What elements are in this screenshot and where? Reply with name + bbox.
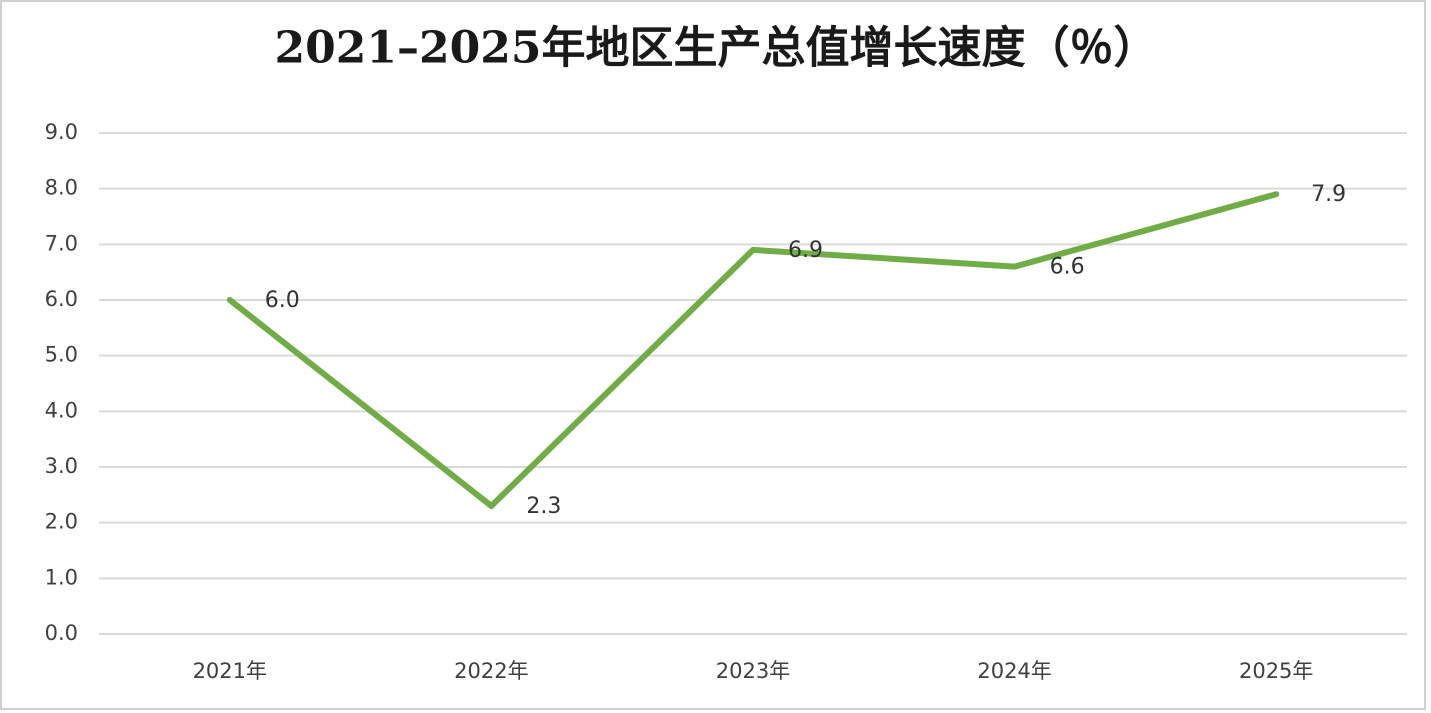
data-line bbox=[226, 191, 1280, 509]
x-tick-label: 2021年 bbox=[193, 659, 267, 683]
y-tick-label: 9.0 bbox=[45, 120, 78, 144]
y-tick-label: 4.0 bbox=[45, 398, 78, 422]
y-tick-label: 8.0 bbox=[45, 176, 78, 200]
y-tick-label: 0.0 bbox=[45, 621, 78, 645]
y-tick-label: 1.0 bbox=[45, 565, 78, 589]
data-label: 6.9 bbox=[788, 238, 823, 263]
y-tick-label: 5.0 bbox=[45, 343, 78, 367]
chart-title: 2021–2025年地区生产总值增长速度（％） bbox=[275, 23, 1158, 74]
y-tick-label: 3.0 bbox=[45, 454, 78, 478]
data-label: 6.6 bbox=[1050, 255, 1085, 280]
y-tick-label: 2.0 bbox=[45, 510, 78, 534]
x-tick-label: 2025年 bbox=[1239, 659, 1313, 683]
data-label: 7.9 bbox=[1311, 182, 1346, 207]
y-tick-label: 6.0 bbox=[45, 287, 78, 311]
x-tick-label: 2022年 bbox=[454, 659, 528, 683]
y-tick-label: 7.0 bbox=[45, 231, 78, 255]
data-label: 2.3 bbox=[526, 494, 561, 519]
x-tick-label: 2024年 bbox=[977, 659, 1051, 683]
x-tick-label: 2023年 bbox=[716, 659, 790, 683]
data-label: 6.0 bbox=[265, 288, 300, 313]
